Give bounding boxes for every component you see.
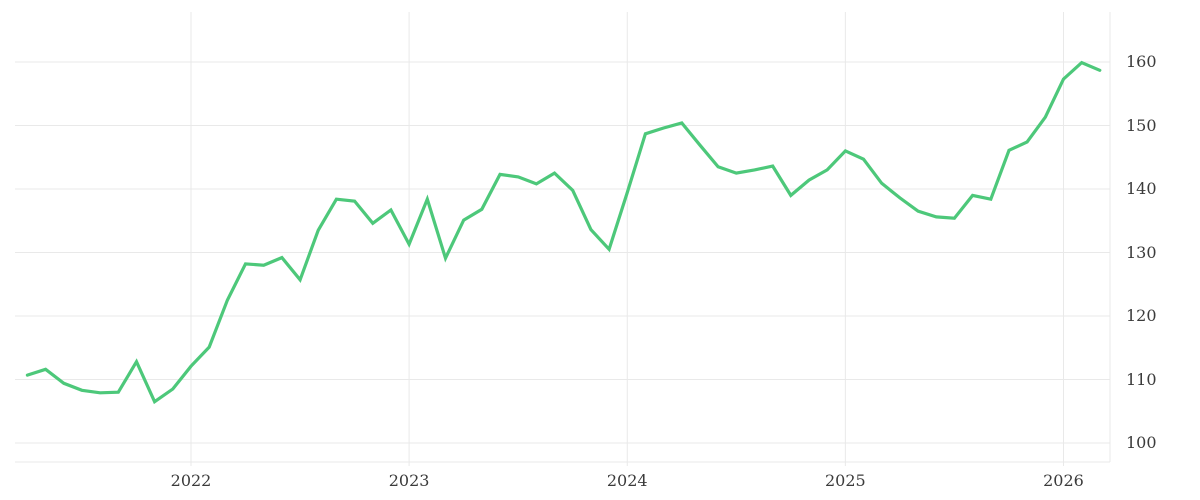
x-tick-label: 2022 — [170, 471, 212, 490]
y-tick-label: 120 — [1126, 306, 1157, 325]
x-tick-label: 2023 — [388, 471, 430, 490]
y-tick-label: 100 — [1126, 433, 1157, 452]
series-line — [25, 60, 1102, 405]
y-tick-label: 150 — [1126, 115, 1157, 135]
x-tick-label: 2026 — [1043, 471, 1084, 490]
y-tick-label: 110 — [1126, 369, 1157, 389]
x-tick-label: 2024 — [606, 471, 648, 490]
y-tick-label: 130 — [1126, 242, 1157, 262]
x-tick-label: 2025 — [825, 471, 866, 490]
y-tick-label: 140 — [1126, 179, 1157, 198]
y-tick-label: 160 — [1126, 52, 1157, 71]
